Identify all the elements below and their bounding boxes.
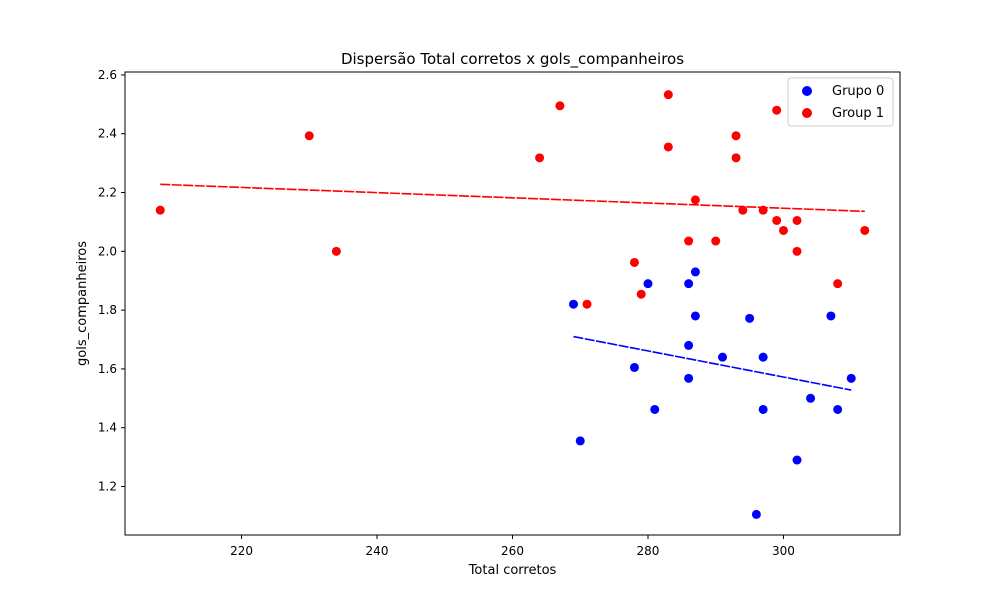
trend-line-series-1 bbox=[160, 183, 865, 213]
scatter-point-series-0 bbox=[745, 313, 755, 323]
scatter-point-series-0 bbox=[806, 393, 816, 403]
scatter-point-series-0 bbox=[690, 311, 700, 321]
scatter-point-series-1 bbox=[690, 195, 700, 205]
legend-label-group-1: Group 1 bbox=[832, 106, 884, 121]
x-axis-ticks: 220 240 260 280 300 bbox=[230, 535, 795, 558]
legend-marker-group-1 bbox=[802, 108, 812, 118]
scatter-point-series-1 bbox=[772, 215, 782, 225]
scatter-point-series-1 bbox=[711, 236, 721, 246]
scatter-point-series-0 bbox=[643, 279, 653, 289]
x-axis-label: Total corretos bbox=[468, 563, 557, 578]
scatter-point-series-1 bbox=[331, 246, 341, 256]
chart-title: Dispersão Total corretos x gols_companhe… bbox=[341, 50, 684, 69]
y-axis-ticks: 1.2 1.4 1.6 1.8 2.0 2.2 2.4 2.6 bbox=[98, 68, 125, 493]
y-tick-label: 2.2 bbox=[98, 186, 117, 200]
scatter-point-series-1 bbox=[663, 90, 673, 100]
scatter-point-series-1 bbox=[758, 205, 768, 215]
scatter-point-series-1 bbox=[792, 215, 802, 225]
scatter-point-series-1 bbox=[731, 153, 741, 163]
legend: Grupo 0 Group 1 bbox=[787, 77, 894, 127]
y-axis-label: gols_companheiros bbox=[75, 241, 90, 366]
scatter-point-series-1 bbox=[738, 205, 748, 215]
x-tick-label: 220 bbox=[230, 544, 253, 558]
y-tick-label: 2.4 bbox=[98, 127, 117, 141]
legend-frame bbox=[787, 77, 894, 127]
scatter-point-series-0 bbox=[758, 404, 768, 414]
scatter-point-series-1 bbox=[535, 153, 545, 163]
x-tick-label: 240 bbox=[366, 544, 389, 558]
y-tick-label: 1.8 bbox=[98, 303, 117, 317]
scatter-point-series-0 bbox=[792, 455, 802, 465]
scatter-point-series-1 bbox=[304, 131, 314, 141]
scatter-point-series-1 bbox=[663, 142, 673, 152]
x-tick-label: 280 bbox=[637, 544, 660, 558]
scatter-point-series-0 bbox=[629, 362, 639, 372]
scatter-point-series-0 bbox=[846, 373, 856, 383]
scatter-point-series-0 bbox=[684, 340, 694, 350]
trend-line-series-0 bbox=[573, 335, 852, 391]
scatter-point-series-0 bbox=[751, 509, 761, 519]
scatter-point-series-0 bbox=[684, 373, 694, 383]
y-tick-label: 1.4 bbox=[98, 421, 117, 435]
scatter-point-series-0 bbox=[650, 404, 660, 414]
scatter-point-series-1 bbox=[772, 105, 782, 115]
legend-marker-grupo-0 bbox=[802, 86, 812, 96]
y-tick-label: 2.6 bbox=[98, 68, 117, 82]
scatter-point-series-1 bbox=[155, 205, 165, 215]
scatter-point-series-0 bbox=[568, 299, 578, 309]
scatter-point-series-1 bbox=[684, 236, 694, 246]
legend-label-grupo-0: Grupo 0 bbox=[832, 84, 884, 99]
scatter-point-series-1 bbox=[582, 299, 592, 309]
scatter-point-series-0 bbox=[690, 267, 700, 277]
scatter-point-series-1 bbox=[629, 257, 639, 267]
x-tick-label: 260 bbox=[501, 544, 524, 558]
scatter-point-series-1 bbox=[833, 279, 843, 289]
scatter-point-series-1 bbox=[792, 246, 802, 256]
scatter-point-series-0 bbox=[684, 279, 694, 289]
scatter-point-series-0 bbox=[833, 404, 843, 414]
x-tick-label: 300 bbox=[772, 544, 795, 558]
data-points bbox=[155, 90, 870, 519]
scatter-point-series-1 bbox=[778, 225, 788, 235]
scatter-point-series-0 bbox=[826, 311, 836, 321]
y-tick-label: 1.6 bbox=[98, 362, 117, 376]
scatter-point-series-1 bbox=[636, 289, 646, 299]
scatter-point-series-0 bbox=[575, 436, 585, 446]
y-tick-label: 1.2 bbox=[98, 479, 117, 493]
y-tick-label: 2.0 bbox=[98, 244, 117, 258]
scatter-point-series-1 bbox=[555, 101, 565, 111]
scatter-point-series-1 bbox=[860, 225, 870, 235]
scatter-point-series-1 bbox=[731, 131, 741, 141]
scatter-point-series-0 bbox=[758, 352, 768, 362]
scatter-point-series-0 bbox=[718, 352, 728, 362]
trend-lines bbox=[160, 183, 865, 391]
